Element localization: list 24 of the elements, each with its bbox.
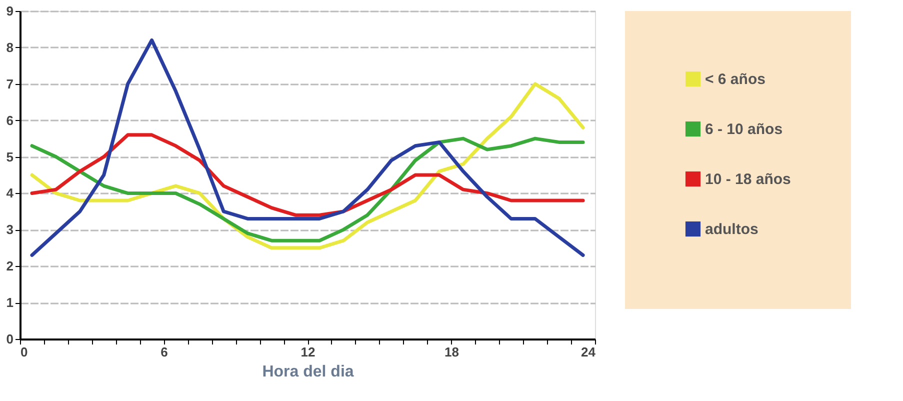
x-tick-label: 18 — [444, 344, 459, 360]
x-tick-label: 6 — [160, 344, 168, 360]
y-tick-label: 2 — [6, 258, 14, 274]
y-tick-label: 4 — [6, 186, 14, 201]
legend-label: 10 - 18 años — [705, 171, 791, 188]
x-tick-label: 12 — [300, 344, 316, 360]
y-tick-label: 1 — [6, 295, 14, 310]
legend-label: 6 - 10 años — [705, 121, 783, 138]
y-tick-label: 0 — [6, 332, 14, 346]
line-series — [30, 38, 585, 257]
legend-label: adultos — [705, 221, 758, 238]
y-tick-label: 7 — [6, 76, 14, 92]
y-tick-label: 5 — [6, 149, 14, 164]
y-tick-label: 9 — [6, 4, 14, 18]
y-tick-label: 6 — [6, 112, 14, 128]
y-tick-label: 3 — [6, 222, 14, 238]
legend-label: < 6 años — [705, 71, 766, 88]
x-tick-label: 0 — [20, 344, 28, 360]
line-series — [30, 133, 585, 217]
line-series — [30, 82, 585, 250]
x-axis-title: Hora del dia — [262, 364, 354, 380]
y-tick-label: 8 — [6, 40, 14, 55]
x-tick-label: 24 — [581, 344, 596, 360]
line-series — [30, 136, 585, 242]
